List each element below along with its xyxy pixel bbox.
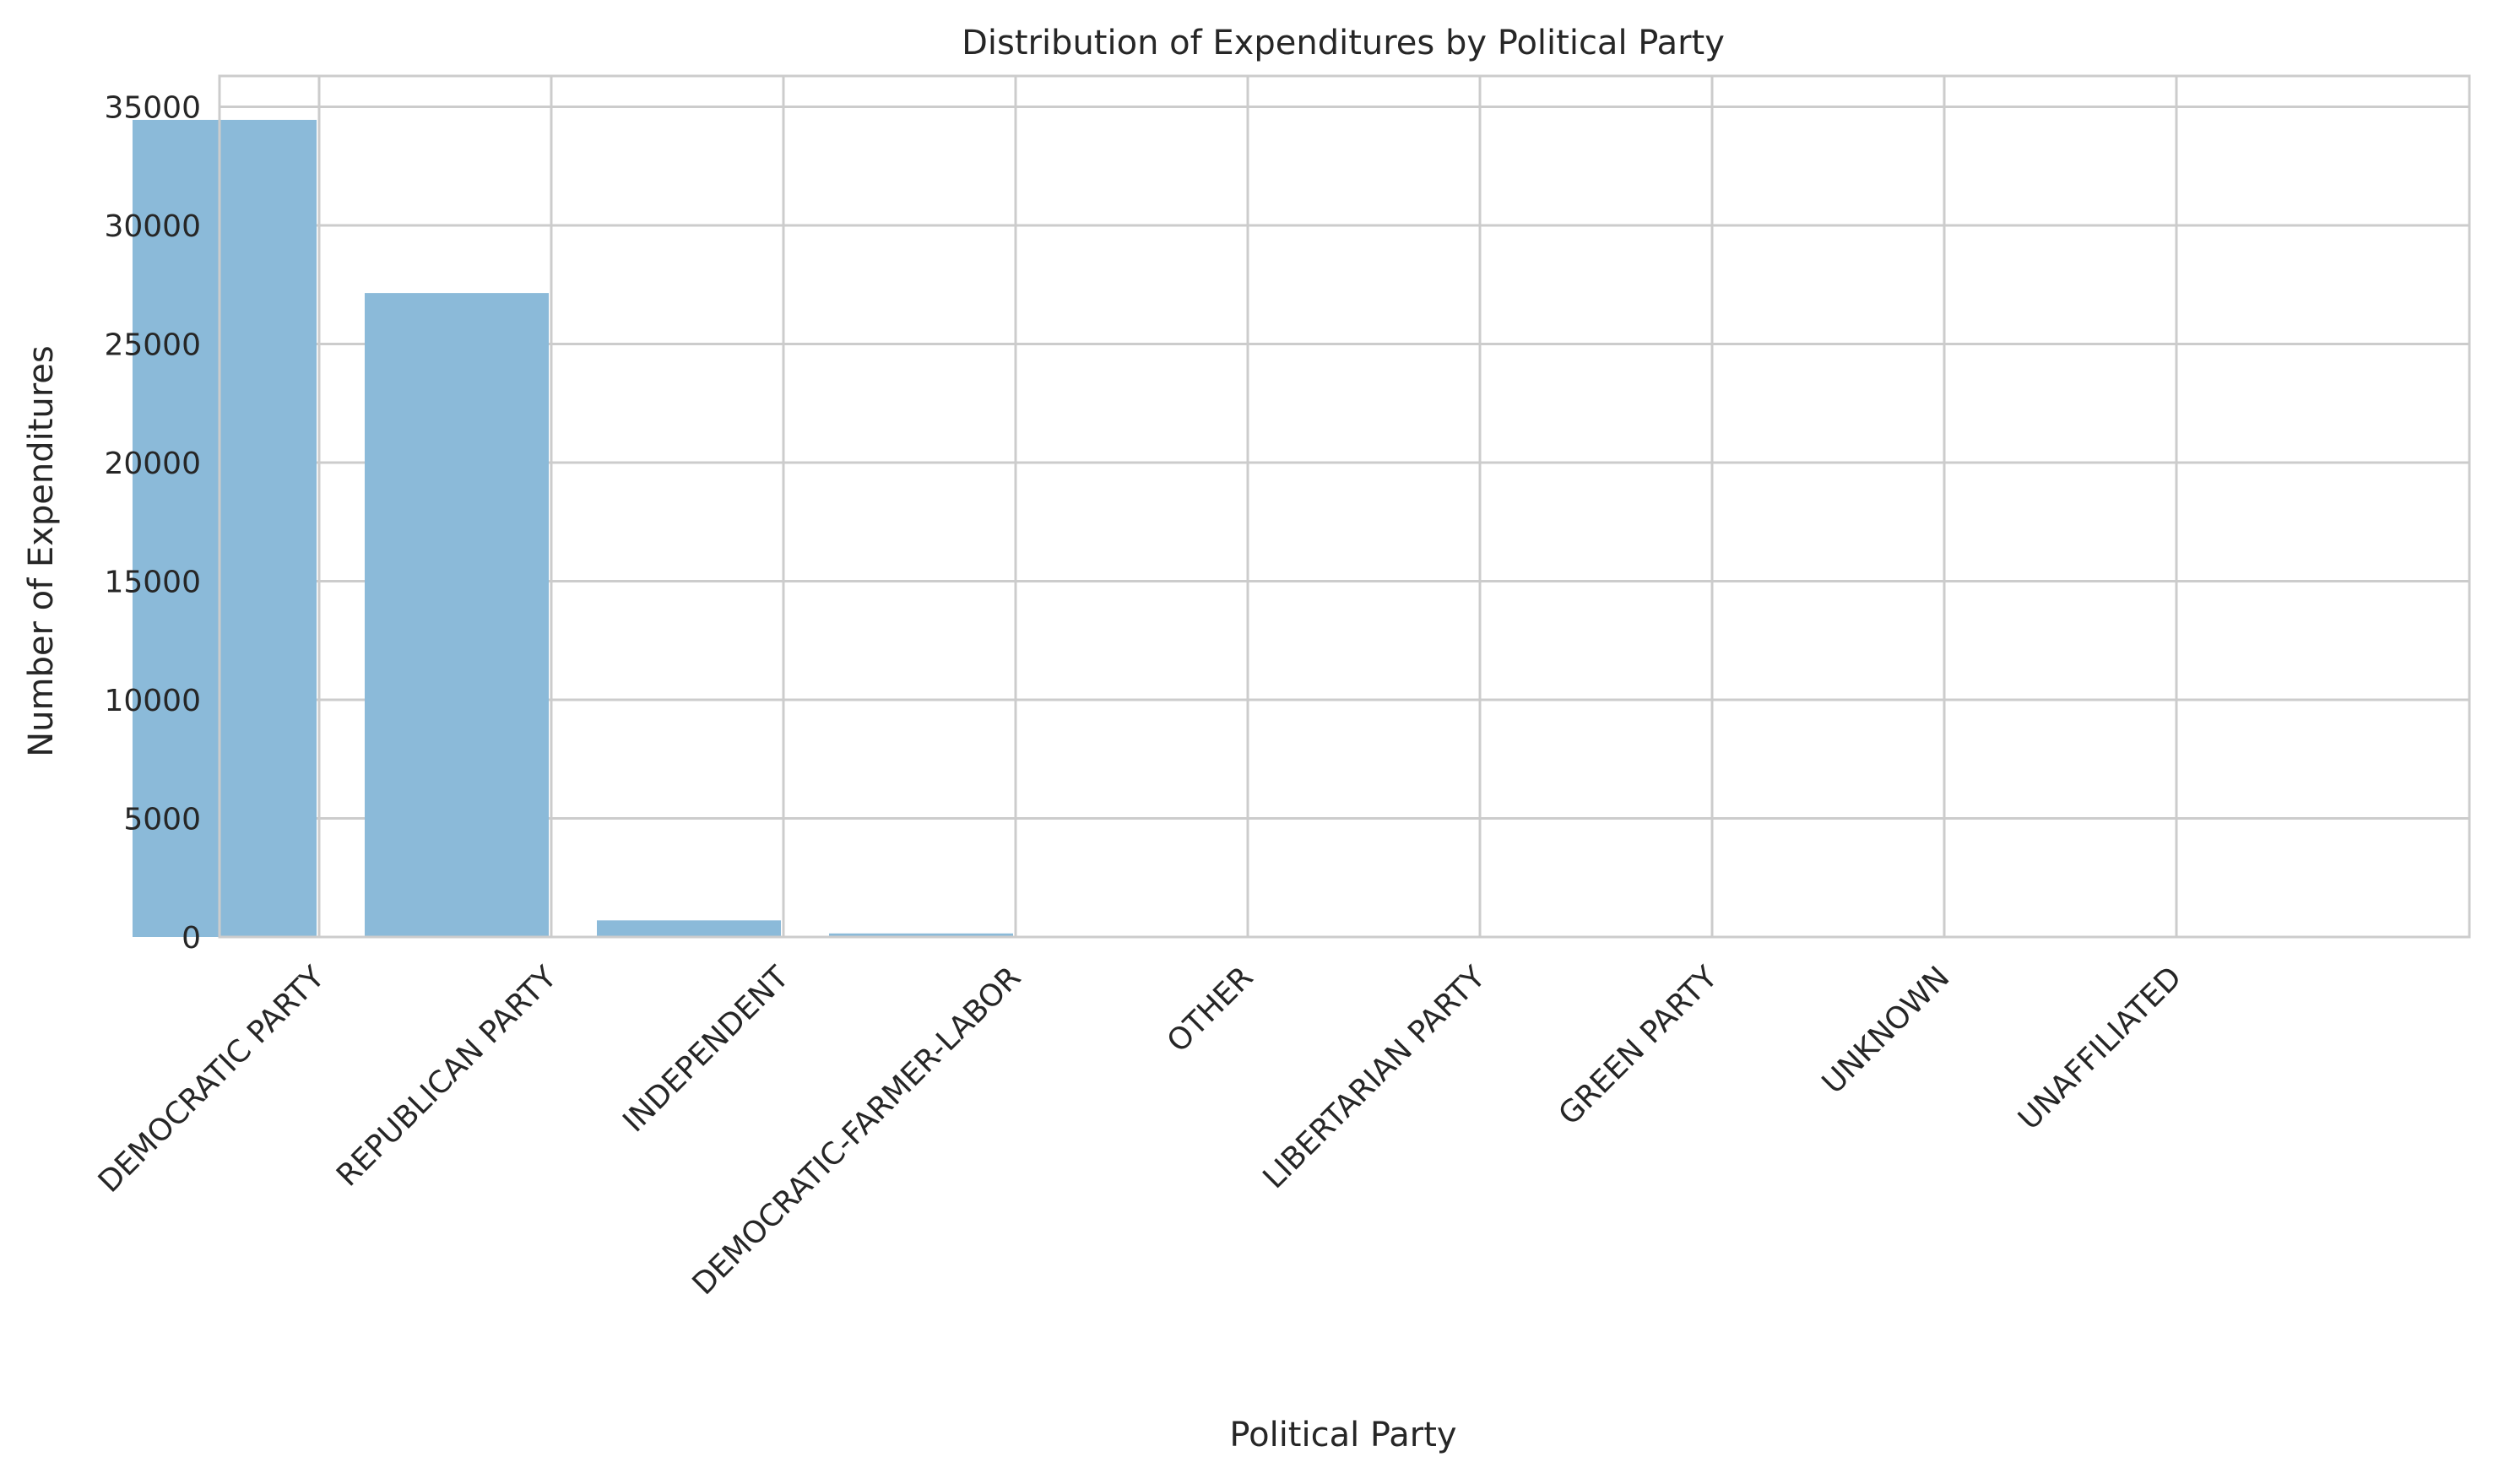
y-tick-label: 35000 — [104, 91, 201, 126]
y-tick-label: 30000 — [104, 209, 201, 244]
bar — [597, 920, 781, 937]
chart-title: Distribution of Expenditures by Politica… — [962, 24, 1725, 62]
bar — [365, 293, 549, 937]
y-tick-label: 5000 — [123, 803, 201, 837]
y-tick-label: 15000 — [104, 566, 201, 600]
x-axis-label: Political Party — [1229, 1416, 1456, 1454]
y-axis-label: Number of Expenditures — [22, 345, 61, 757]
y-tick-label: 10000 — [104, 684, 201, 718]
y-tick-label: 20000 — [104, 447, 201, 481]
y-tick-label: 25000 — [104, 328, 201, 363]
y-tick-label: 0 — [182, 921, 201, 956]
